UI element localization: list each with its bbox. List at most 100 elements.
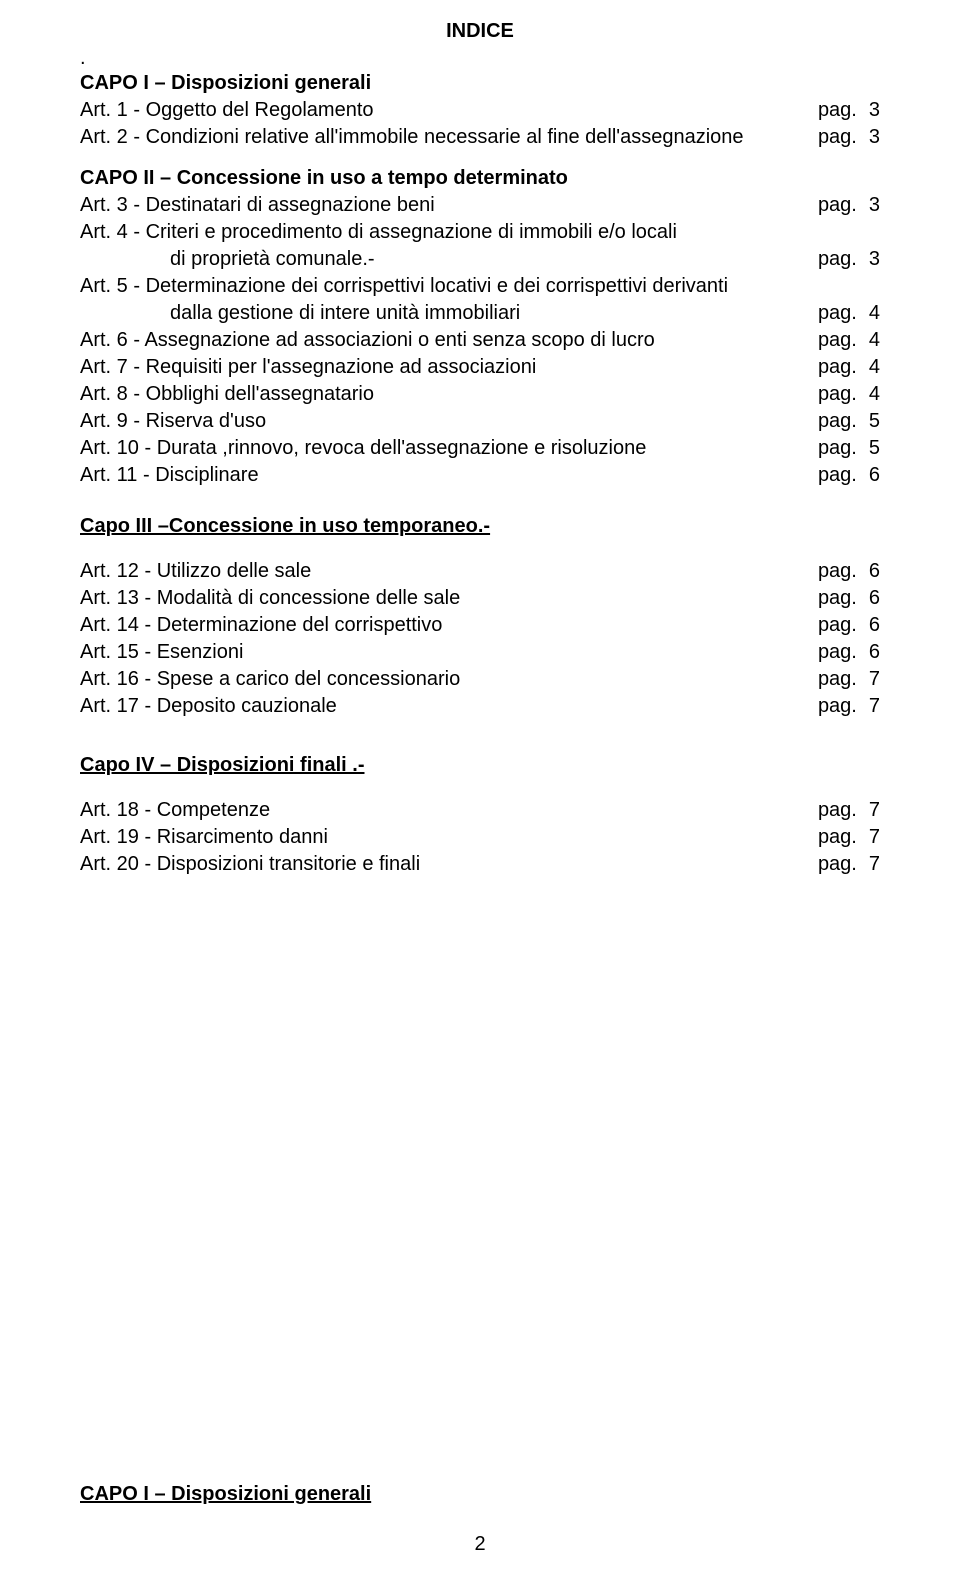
toc-entry-page: pag. 6 <box>818 462 880 489</box>
toc-entry-text: Art. 9 - Riserva d'uso <box>80 408 818 435</box>
page-label-prefix: pag. <box>818 639 857 666</box>
toc-entry-page: pag.6 <box>818 585 880 612</box>
page-label-prefix: pag. <box>818 354 857 381</box>
page-label-prefix: pag. <box>818 612 857 639</box>
page-label-number: 5 <box>869 435 880 462</box>
capo4-heading: Capo IV – Disposizioni finali .- <box>80 754 880 777</box>
toc-entry: Art. 7 - Requisiti per l'assegnazione ad… <box>80 354 880 381</box>
toc-entry-text: Art. 13 - Modalità di concessione delle … <box>80 585 818 612</box>
page-label-number: 6 <box>869 558 880 585</box>
toc-entry-text: Art. 2 - Condizioni relative all'immobil… <box>80 124 818 151</box>
page-label-number: 6 <box>869 612 880 639</box>
toc-entry-page: pag.4 <box>818 381 880 408</box>
page-label-prefix: pag. <box>818 462 857 489</box>
toc-entry-line2: dalla gestione di intere unità immobilia… <box>80 300 788 327</box>
capo1-entries: Art. 1 - Oggetto del Regolamentopag.3Art… <box>80 97 880 151</box>
toc-entry-page: pag.3 <box>818 97 880 124</box>
stray-dot: . <box>80 47 880 70</box>
toc-entry-page: pag.7 <box>818 851 880 878</box>
page-label-number: 5 <box>869 408 880 435</box>
page-label-number: 3 <box>869 97 880 124</box>
page-label-number: 3 <box>869 246 880 273</box>
toc-entry-page: pag.4 <box>818 300 880 327</box>
toc-entry-text: Art. 6 - Assegnazione ad associazioni o … <box>80 327 818 354</box>
toc-entry-text: Art. 1 - Oggetto del Regolamento <box>80 97 818 124</box>
page-label-prefix: pag. <box>818 124 857 151</box>
page-label-prefix: pag. <box>818 666 857 693</box>
toc-entry-line1: Art. 4 - Criteri e procedimento di asseg… <box>80 219 788 246</box>
document-page: INDICE . CAPO I – Disposizioni generali … <box>0 0 960 1586</box>
page-label-number: 6 <box>869 462 880 489</box>
toc-entry: Art. 14 - Determinazione del corrispetti… <box>80 612 880 639</box>
toc-entry-text: Art. 18 - Competenze <box>80 797 818 824</box>
page-label-number: 7 <box>869 693 880 720</box>
toc-entry: Art. 2 - Condizioni relative all'immobil… <box>80 124 880 151</box>
toc-entry: Art. 6 - Assegnazione ad associazioni o … <box>80 327 880 354</box>
toc-entry-text: Art. 20 - Disposizioni transitorie e fin… <box>80 851 818 878</box>
toc-entry: Art. 12 - Utilizzo delle salepag.6 <box>80 558 880 585</box>
toc-entry: Art. 16 - Spese a carico del concessiona… <box>80 666 880 693</box>
page-label-number: 4 <box>869 327 880 354</box>
page-label-prefix: pag. <box>818 246 857 273</box>
toc-entry-page: pag. 7 <box>818 797 880 824</box>
toc-entry-text: Art. 16 - Spese a carico del concessiona… <box>80 666 818 693</box>
toc-entry-page: pag. 3 <box>818 246 880 273</box>
toc-entry-page: pag. 6 <box>818 558 880 585</box>
toc-entry-text: Art. 4 - Criteri e procedimento di asseg… <box>80 219 818 273</box>
toc-entry-text: Art. 5 - Determinazione dei corrispettiv… <box>80 273 818 327</box>
capo4-entries: Art. 18 - Competenzepag.7Art. 19 - Risar… <box>80 797 880 878</box>
toc-entry: Art. 3 - Destinatari di assegnazione ben… <box>80 192 880 219</box>
toc-entry-page: pag. 4 <box>818 327 880 354</box>
page-label-number: 3 <box>869 124 880 151</box>
capo3-heading: Capo III –Concessione in uso temporaneo.… <box>80 515 880 538</box>
page-label-number: 4 <box>869 354 880 381</box>
toc-entry: Art. 11 - Disciplinarepag.6 <box>80 462 880 489</box>
toc-entry: Art. 19 - Risarcimento dannipag.7 <box>80 824 880 851</box>
toc-entry: Art. 10 - Durata ,rinnovo, revoca dell'a… <box>80 435 880 462</box>
toc-entry: Art. 1 - Oggetto del Regolamentopag.3 <box>80 97 880 124</box>
toc-entry-text: Art. 14 - Determinazione del corrispetti… <box>80 612 818 639</box>
toc-entry-page: pag. 7 <box>818 666 880 693</box>
capo1-heading: CAPO I – Disposizioni generali <box>80 72 880 95</box>
page-label-prefix: pag. <box>818 558 857 585</box>
footer-heading: CAPO I – Disposizioni generali <box>80 1483 371 1506</box>
toc-entry-text: Art. 19 - Risarcimento danni <box>80 824 818 851</box>
toc-entry: Art. 18 - Competenzepag. 7 <box>80 797 880 824</box>
toc-entry-page: pag.5 <box>818 435 880 462</box>
page-label-number: 3 <box>869 192 880 219</box>
toc-entry: Art. 4 - Criteri e procedimento di asseg… <box>80 219 880 273</box>
toc-entry: Art. 17 - Deposito cauzionalepag.7 <box>80 693 880 720</box>
toc-entry-page: pag. 3 <box>818 192 880 219</box>
toc-entry: Art. 20 - Disposizioni transitorie e fin… <box>80 851 880 878</box>
toc-entry-text: Art. 8 - Obblighi dell'assegnatario <box>80 381 818 408</box>
toc-entry-page: pag. 4 <box>818 354 880 381</box>
page-label-prefix: pag. <box>818 797 857 824</box>
toc-entry: Art. 8 - Obblighi dell'assegnatariopag.4 <box>80 381 880 408</box>
toc-entry: Art. 15 - Esenzionipag. 6 <box>80 639 880 666</box>
page-label-number: 6 <box>869 585 880 612</box>
toc-entry-line1: Art. 5 - Determinazione dei corrispettiv… <box>80 273 788 300</box>
toc-entry-page: pag.5 <box>818 408 880 435</box>
toc-entry-page: pag. 6 <box>818 612 880 639</box>
toc-entry-text: Art. 7 - Requisiti per l'assegnazione ad… <box>80 354 818 381</box>
toc-entry-text: Art. 15 - Esenzioni <box>80 639 818 666</box>
page-label-prefix: pag. <box>818 824 857 851</box>
page-number: 2 <box>0 1533 960 1556</box>
page-label-number: 6 <box>869 639 880 666</box>
toc-entry-text: Art. 10 - Durata ,rinnovo, revoca dell'a… <box>80 435 818 462</box>
toc-entry-line2: di proprietà comunale.- <box>80 246 788 273</box>
toc-entry: Art. 5 - Determinazione dei corrispettiv… <box>80 273 880 327</box>
page-label-prefix: pag. <box>818 327 857 354</box>
page-label-number: 7 <box>869 666 880 693</box>
page-label-prefix: pag. <box>818 851 857 878</box>
capo2-heading: CAPO II – Concessione in uso a tempo det… <box>80 167 880 190</box>
toc-entry-text: Art. 3 - Destinatari di assegnazione ben… <box>80 192 818 219</box>
toc-entry: Art. 9 - Riserva d'usopag.5 <box>80 408 880 435</box>
page-label-prefix: pag. <box>818 192 857 219</box>
page-label-prefix: pag. <box>818 381 857 408</box>
toc-entry-text: Art. 17 - Deposito cauzionale <box>80 693 818 720</box>
page-title: INDICE <box>80 20 880 43</box>
page-label-number: 7 <box>869 797 880 824</box>
toc-entry-page: pag. 3 <box>818 124 880 151</box>
page-label-number: 4 <box>869 300 880 327</box>
